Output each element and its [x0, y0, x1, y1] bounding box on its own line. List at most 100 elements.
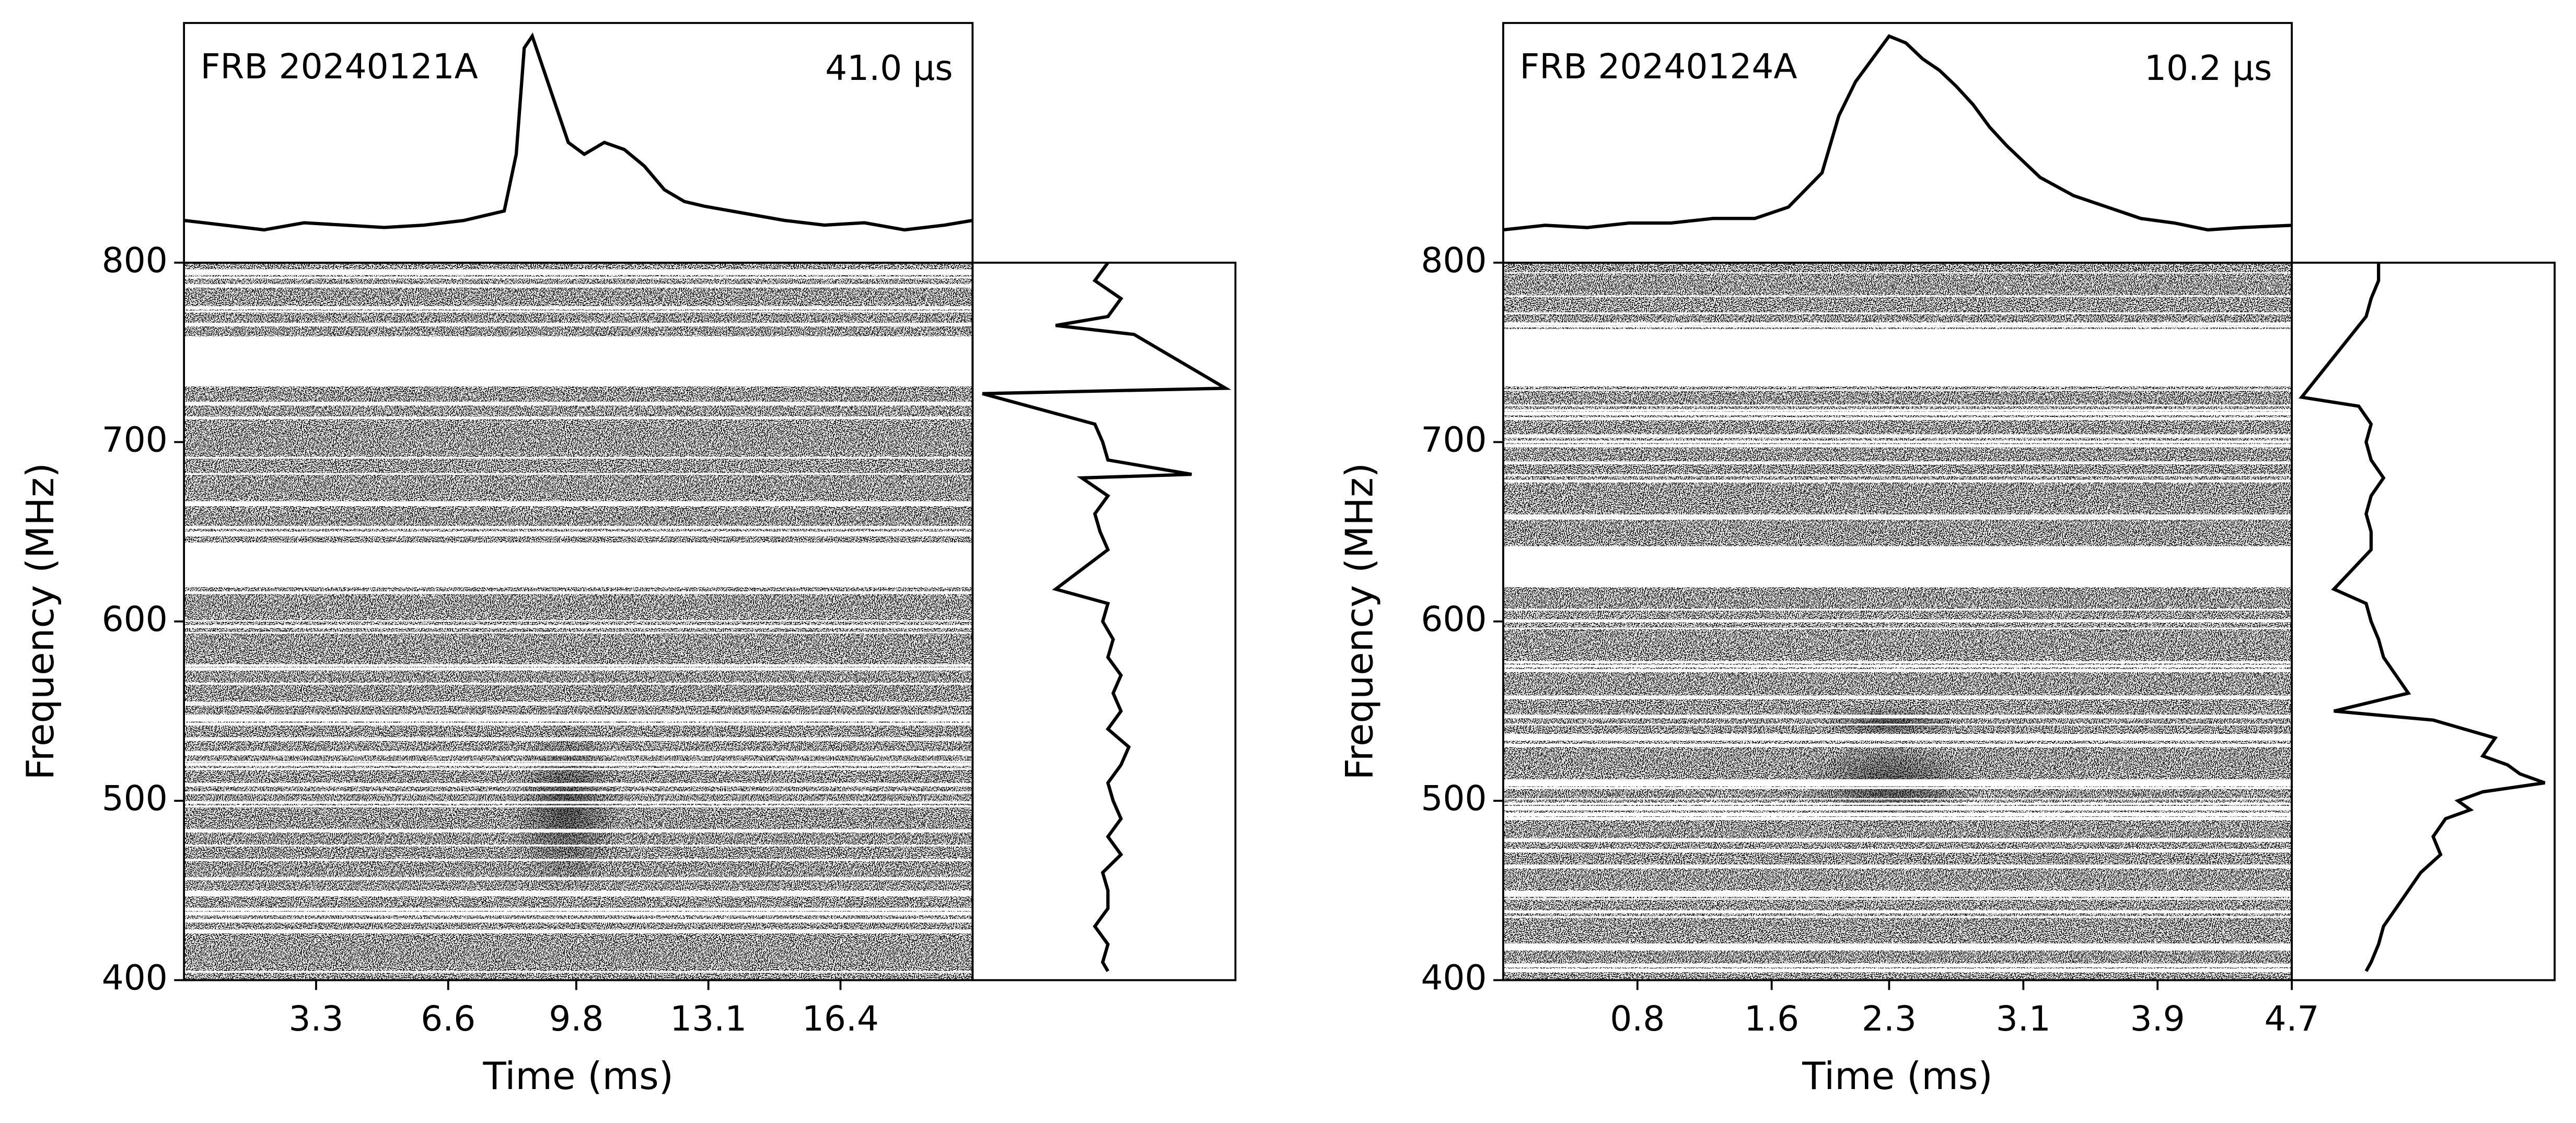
x-axis-label: Time (ms) [1802, 1055, 1992, 1098]
masked-channel [184, 763, 973, 766]
masked-channel [184, 907, 973, 910]
masked-channel [1503, 434, 2292, 438]
masked-channel [184, 625, 973, 628]
masked-channel [184, 284, 973, 288]
y-tick-label: 800 [1421, 240, 1487, 280]
masked-channel [184, 701, 973, 704]
y-tick-label: 800 [102, 240, 168, 280]
masked-channel [1503, 947, 2292, 951]
spectrum-frame [2291, 262, 2556, 981]
x-tick-label: 1.6 [1744, 999, 1799, 1039]
masked-channel [184, 276, 973, 279]
y-tick-label: 400 [1421, 958, 1487, 998]
x-tick-label: 13.1 [670, 999, 747, 1039]
masked-channel [184, 306, 973, 310]
masked-channel [184, 893, 973, 897]
masked-channel [184, 890, 973, 893]
masked-channel [184, 761, 973, 763]
masked-channel [184, 416, 973, 419]
spectrum-line [2299, 262, 2546, 972]
profile-line [1503, 34, 2292, 232]
masked-channel [1503, 723, 2292, 726]
spectrum-line [982, 262, 1232, 972]
masked-band [184, 542, 973, 588]
masked-channel [1503, 808, 2292, 811]
masked-channel [1503, 798, 2292, 800]
masked-channel [184, 591, 973, 594]
masked-channel [184, 631, 973, 634]
masked-channel [1503, 782, 2292, 787]
y-tick-label: 600 [102, 599, 168, 639]
masked-channel [184, 911, 973, 916]
masked-channel [1503, 864, 2292, 869]
masked-channel [184, 667, 973, 671]
masked-channel [184, 532, 973, 536]
spectrum-frame [971, 262, 1237, 981]
masked-channel [1503, 943, 2292, 947]
masked-channel [184, 791, 973, 794]
masked-band [1503, 329, 2292, 387]
masked-channel [184, 716, 973, 719]
masked-channel [184, 525, 973, 529]
masked-channel [184, 859, 973, 861]
masked-channel [1503, 816, 2292, 821]
masked-channel [1503, 963, 2292, 967]
time-resolution: 41.0 μs [825, 48, 953, 88]
masked-channel [1503, 744, 2292, 747]
masked-band [1503, 546, 2292, 588]
masked-channel [1503, 474, 2292, 476]
x-tick-label: 4.7 [2265, 999, 2319, 1039]
masked-channel [1503, 389, 2292, 391]
x-tick-label: 3.1 [1996, 999, 2051, 1039]
masked-channel [1503, 779, 2292, 783]
masked-channel [184, 768, 973, 770]
masked-channel [184, 919, 973, 923]
masked-channel [1503, 910, 2292, 914]
masked-channel [184, 704, 973, 706]
masked-channel [1503, 891, 2292, 893]
masked-channel [1503, 787, 2292, 789]
masked-channel [184, 664, 973, 667]
masked-channel [1503, 619, 2292, 622]
masked-channel [184, 753, 973, 756]
y-tick-label: 500 [102, 778, 168, 818]
masked-channel [184, 737, 973, 741]
y-tick-label: 400 [102, 958, 168, 998]
masked-channel [1503, 898, 2292, 900]
masked-channel [1503, 661, 2292, 664]
masked-channel [184, 402, 973, 406]
masked-channel [184, 829, 973, 833]
masked-channel [1503, 412, 2292, 415]
masked-channel [1503, 891, 2292, 895]
masked-channel [1503, 812, 2292, 816]
x-tick-label: 3.3 [288, 999, 343, 1039]
masked-channel [184, 801, 973, 804]
masked-channel [1503, 802, 2292, 805]
masked-channel [184, 271, 973, 275]
masked-channel [1503, 272, 2292, 274]
masked-channel [184, 722, 973, 726]
masked-channel [184, 531, 973, 534]
x-tick-label: 0.8 [1610, 999, 1665, 1039]
x-tick-label: 2.3 [1862, 999, 1917, 1039]
masked-channel [184, 782, 973, 787]
burst-shade [1815, 706, 1964, 739]
burst-shade [509, 717, 624, 898]
masked-channel [1503, 404, 2292, 406]
masked-channel [184, 877, 973, 880]
masked-channel [184, 502, 973, 505]
masked-channel [184, 805, 973, 808]
masked-channel [184, 970, 973, 973]
masked-channel [1503, 627, 2292, 629]
masked-channel [184, 503, 973, 507]
masked-channel [1503, 440, 2292, 443]
masked-channel [1503, 669, 2292, 672]
masked-channel [1503, 969, 2292, 971]
masked-channel [184, 682, 973, 685]
x-tick-label: 9.8 [549, 999, 604, 1039]
x-tick-label: 16.4 [802, 999, 879, 1039]
masked-channel [184, 457, 973, 459]
masked-channel [1503, 849, 2292, 853]
